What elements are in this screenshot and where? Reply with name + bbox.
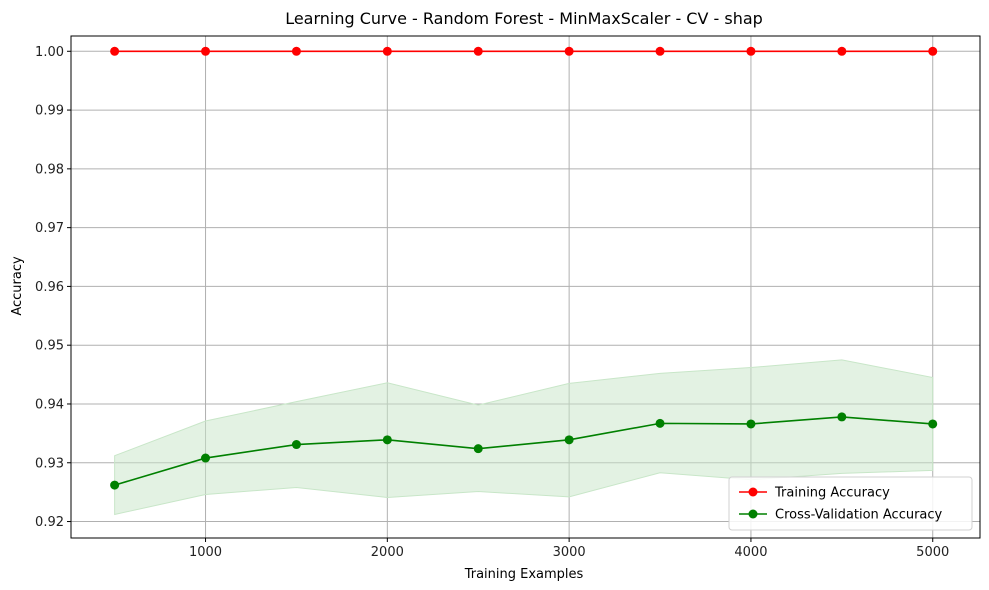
legend-box xyxy=(728,476,973,531)
legend-training-accuracy-label: Training Accuracy xyxy=(774,486,890,501)
x-tick-label: 3000 xyxy=(553,545,586,560)
cross-validation-accuracy-point xyxy=(291,440,301,450)
cross-validation-accuracy-point xyxy=(746,419,756,429)
training-accuracy-point xyxy=(837,46,847,56)
training-accuracy-point xyxy=(382,46,392,56)
training-accuracy-point xyxy=(655,46,665,56)
legend-training-accuracy-marker xyxy=(748,487,758,497)
training-accuracy-point xyxy=(746,46,756,56)
x-tick-label: 5000 xyxy=(916,545,949,560)
legend: Training Accuracy Cross-Validation Accura… xyxy=(728,476,973,531)
y-tick-label: 0.98 xyxy=(35,162,64,177)
y-tick-label: 0.99 xyxy=(35,104,64,119)
cross-validation-accuracy-point xyxy=(928,419,938,429)
training-accuracy-point xyxy=(564,46,574,56)
y-tick-label: 1.00 xyxy=(35,45,64,60)
y-tick-label: 0.92 xyxy=(35,515,64,530)
training-accuracy-point xyxy=(928,46,938,56)
axis-ticks: 1000 2000 3000 4000 5000 0.92 0.93 0.94 0.95 0.96… xyxy=(35,45,949,560)
cross-validation-accuracy-point xyxy=(473,444,483,454)
y-axis-label: Accuracy xyxy=(10,256,25,316)
series-lines xyxy=(114,50,933,486)
training-accuracy-point xyxy=(473,46,483,56)
cross-validation-accuracy-band xyxy=(114,359,934,516)
legend-cross-validation-accuracy-marker xyxy=(748,509,758,519)
cross-validation-accuracy-line xyxy=(114,416,933,486)
legend-cross-validation-accuracy-label: Cross-Validation Accuracy xyxy=(775,508,943,523)
y-tick-label: 0.96 xyxy=(35,280,64,295)
plot-frame xyxy=(70,35,981,539)
confidence-bands xyxy=(114,359,934,516)
chart-title: Learning Curve - Random Forest - MinMaxS… xyxy=(285,9,763,28)
y-tick-label: 0.97 xyxy=(35,221,64,236)
x-tick-label: 4000 xyxy=(734,545,767,560)
training-accuracy-point xyxy=(291,46,301,56)
y-tick-label: 0.94 xyxy=(35,397,64,412)
cross-validation-accuracy-point xyxy=(564,435,574,445)
cross-validation-accuracy-point xyxy=(655,418,665,428)
y-tick-label: 0.95 xyxy=(35,339,64,354)
series-markers xyxy=(110,46,938,490)
cross-validation-accuracy-point xyxy=(382,435,392,445)
x-tick-label: 1000 xyxy=(189,545,222,560)
x-tick-label: 2000 xyxy=(371,545,404,560)
cross-validation-accuracy-point xyxy=(837,412,847,422)
training-accuracy-point xyxy=(110,46,120,56)
training-accuracy-point xyxy=(201,46,211,56)
cross-validation-accuracy-point xyxy=(201,453,211,463)
cross-validation-accuracy-point xyxy=(110,480,120,490)
y-tick-label: 0.93 xyxy=(35,456,64,471)
x-axis-label: Training Examples xyxy=(464,567,584,582)
